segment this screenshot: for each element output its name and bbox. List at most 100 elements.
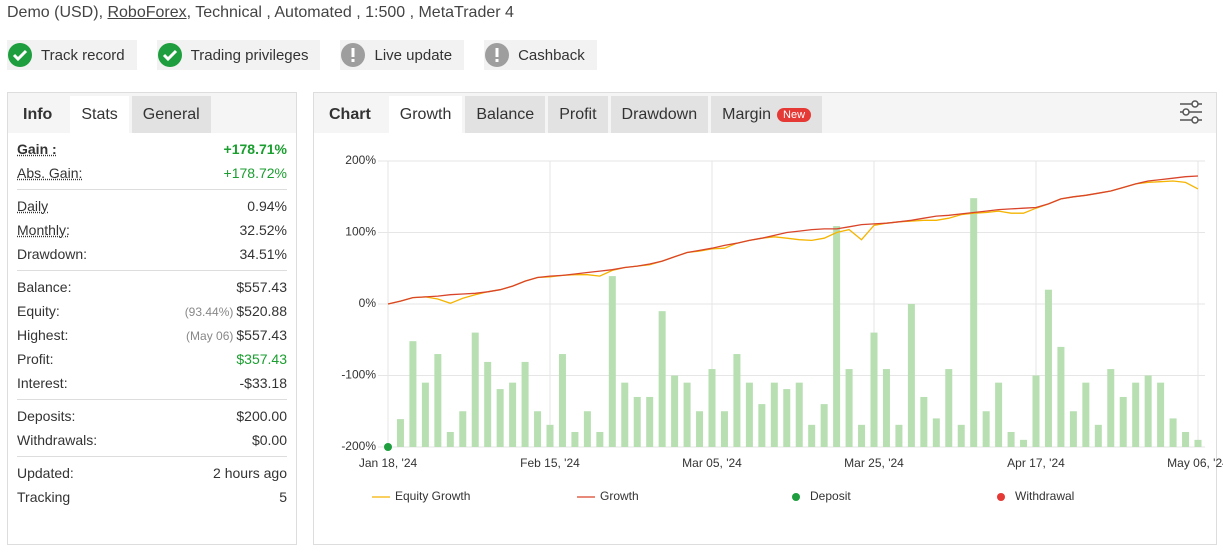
tab[interactable]: Margin New xyxy=(711,96,823,133)
stat-value-wrap: 5 xyxy=(279,489,287,505)
stat-row: Interest: -$33.18 xyxy=(17,371,287,395)
stat-value: -$33.18 xyxy=(239,375,287,391)
account: Demo (USD), xyxy=(7,4,104,21)
stat-row: Withdrawals: $0.00 xyxy=(17,428,287,452)
badge-label: Track record xyxy=(41,46,125,64)
stat-label: Interest: xyxy=(17,375,68,391)
stat-row: Balance: $557.43 xyxy=(17,275,287,299)
badge-label: Trading privileges xyxy=(190,46,309,64)
badge-icon xyxy=(485,43,510,67)
stat-group: Daily 0.94% Monthly: 32.52% Drawdown: 34.51% xyxy=(17,190,287,271)
stat-label: Balance: xyxy=(17,279,72,295)
stat-label: Profit: xyxy=(17,351,54,367)
stats-panel: Info Stats General Gain : +178.71% Abs. Gain… xyxy=(7,92,297,545)
badge: Cashback xyxy=(484,40,597,70)
badges: Track record Trading privileges Live updat… xyxy=(7,40,597,70)
stat-row: Drawdown: 34.51% xyxy=(17,242,287,266)
stat-value-wrap: $557.43 xyxy=(236,279,287,295)
stat-value: 0.94% xyxy=(247,198,287,214)
stats-tabs: Info Stats General xyxy=(8,93,296,133)
stat-row: Profit: $357.43 xyxy=(17,347,287,371)
stat-label: Updated: xyxy=(17,465,74,481)
chart-panel: Chart Growth Balance Profit Drawdown Margin Ne… xyxy=(313,92,1217,545)
tab[interactable]: Growth xyxy=(388,96,463,133)
tab[interactable]: Profit xyxy=(548,96,608,133)
stat-row: Equity: (93.44%) $520.88 xyxy=(17,299,287,323)
stat-value-wrap: +178.72% xyxy=(224,165,287,181)
stat-value-wrap: 2 hours ago xyxy=(213,465,287,481)
stat-value: $557.43 xyxy=(236,327,287,343)
stat-value-wrap: 34.51% xyxy=(240,246,287,262)
stat-label: Abs. Gain: xyxy=(17,165,83,181)
stat-value: $357.43 xyxy=(236,351,287,367)
badge-label: Cashback xyxy=(518,46,585,64)
tab-label: Margin xyxy=(722,105,772,123)
tab-label: Profit xyxy=(559,105,597,123)
stat-row: Monthly: 32.52% xyxy=(17,218,287,242)
stat-row: Highest: (May 06) $557.43 xyxy=(17,323,287,347)
stat-value-wrap: (May 06) $557.43 xyxy=(186,327,287,343)
tab[interactable]: Balance xyxy=(465,96,546,133)
stat-row: Tracking 5 xyxy=(17,485,287,509)
stat-value: $200.00 xyxy=(236,408,287,424)
tab-label: Growth xyxy=(399,105,452,123)
stat-value-wrap: 32.52% xyxy=(240,222,287,238)
stat-group: Balance: $557.43 Equity: (93.44%) $520.88 Hig… xyxy=(17,271,287,400)
stat-note: (93.44%) xyxy=(184,305,234,319)
stat-value-wrap: 0.94% xyxy=(247,198,287,214)
stat-row: Updated: 2 hours ago xyxy=(17,461,287,485)
account-header: Demo (USD), RoboForex, Technical , Autom… xyxy=(7,4,514,22)
stat-label: Drawdown: xyxy=(17,246,88,262)
stat-value: 34.51% xyxy=(239,246,287,262)
stat-value: +178.71% xyxy=(223,141,287,157)
stat-row: Gain : +178.71% xyxy=(17,137,287,161)
tab[interactable]: Chart xyxy=(329,105,371,123)
badge-icon xyxy=(341,43,366,67)
stat-group: Updated: 2 hours ago Tracking 5 xyxy=(17,457,287,513)
badge-icon xyxy=(8,43,32,67)
badge: Live update xyxy=(340,40,465,70)
stat-value: 32.52% xyxy=(239,222,287,238)
stat-group: Deposits: $200.00 Withdrawals: $0.00 xyxy=(17,400,287,457)
account-details: , Technical , Automated , 1:500 , MetaTr… xyxy=(186,4,514,21)
stat-value-wrap: (93.44%) $520.88 xyxy=(185,303,287,319)
stat-label: Gain : xyxy=(17,141,57,157)
badge: Trading privileges xyxy=(156,40,321,70)
new-badge: New xyxy=(777,107,812,122)
stat-row: Daily 0.94% xyxy=(17,194,287,218)
tab[interactable]: Info xyxy=(23,105,53,123)
stats-list: Gain : +178.71% Abs. Gain: +178.72% Daily 0.9… xyxy=(8,133,296,513)
stat-group: Gain : +178.71% Abs. Gain: +178.72% xyxy=(17,133,287,190)
tab-label: Drawdown xyxy=(621,105,698,123)
stat-label: Daily xyxy=(17,198,49,214)
stat-value: 2 hours ago xyxy=(213,465,287,481)
stat-value: $0.00 xyxy=(251,432,287,448)
stat-label: Monthly: xyxy=(17,222,70,238)
chart-tabs: Chart Growth Balance Profit Drawdown Margin Ne… xyxy=(314,93,1216,133)
stat-row: Abs. Gain: +178.72% xyxy=(17,161,287,185)
stat-value-wrap: +178.71% xyxy=(224,141,287,157)
stat-value-wrap: -$33.18 xyxy=(240,375,287,391)
stat-value: +178.72% xyxy=(223,165,287,181)
stat-label: Highest: xyxy=(17,327,69,343)
stat-value-wrap: $0.00 xyxy=(252,432,287,448)
stat-label: Tracking xyxy=(17,489,71,505)
tab[interactable]: Stats xyxy=(70,96,129,133)
stat-value-wrap: $357.43 xyxy=(236,351,287,367)
stat-label: Equity: xyxy=(17,303,60,319)
stat-value: $557.43 xyxy=(236,279,287,295)
stat-note: (May 06) xyxy=(186,329,234,343)
stat-row: Deposits: $200.00 xyxy=(17,404,287,428)
badge: Track record xyxy=(7,40,137,70)
stat-value: 5 xyxy=(279,489,287,505)
broker-link[interactable]: RoboForex xyxy=(107,4,187,21)
tab-label: Balance xyxy=(476,105,535,123)
badge-label: Live update xyxy=(374,46,453,64)
stat-value: $520.88 xyxy=(236,303,287,319)
badge-icon xyxy=(157,43,182,67)
stat-label: Deposits: xyxy=(17,408,76,424)
stat-value-wrap: $200.00 xyxy=(236,408,287,424)
tab[interactable]: General xyxy=(131,96,211,133)
tab[interactable]: Drawdown xyxy=(610,96,709,133)
